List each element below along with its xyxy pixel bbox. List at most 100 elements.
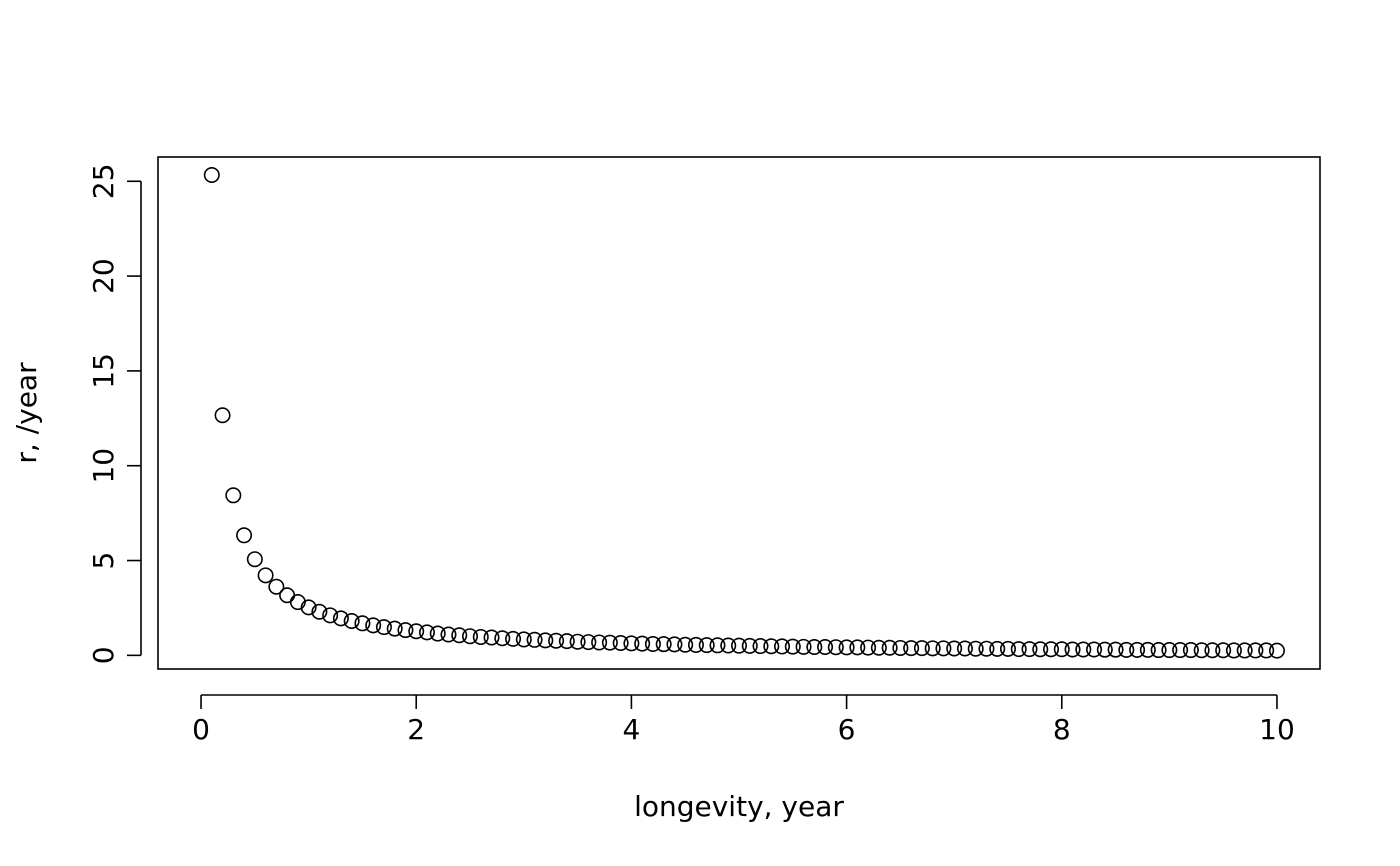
data-point (1236, 642, 1253, 659)
data-point (946, 640, 963, 657)
data-point (741, 637, 758, 654)
x-axis: 0 2 4 6 8 10 (192, 694, 1295, 746)
data-point (956, 640, 973, 657)
y-tick-label: 5 (87, 552, 120, 570)
x-axis-title: longevity, year (634, 790, 844, 823)
data-point (967, 640, 984, 657)
data-point (999, 640, 1016, 657)
data-point (795, 638, 812, 655)
data-point (246, 551, 263, 568)
data-point (1064, 641, 1081, 658)
data-point (429, 625, 446, 642)
y-axis: 0 5 10 15 20 25 (87, 163, 142, 664)
data-point (1053, 641, 1070, 658)
data-point (870, 639, 887, 656)
data-point (784, 638, 801, 655)
data-point (1193, 642, 1210, 659)
x-tick-label: 6 (838, 713, 856, 746)
data-point (892, 639, 909, 656)
data-point (687, 636, 704, 653)
data-point (1204, 642, 1221, 659)
y-tick-label: 25 (87, 163, 120, 199)
y-tick-label: 10 (87, 448, 120, 484)
data-point (322, 607, 339, 624)
data-point (612, 635, 629, 652)
data-point (655, 636, 672, 653)
data-point (1258, 642, 1275, 659)
data-point (268, 578, 285, 595)
data-point (698, 637, 715, 654)
data-point (505, 630, 522, 647)
data-point (1043, 641, 1060, 658)
data-point (634, 635, 651, 652)
data-point (1150, 642, 1167, 659)
y-tick-label: 15 (87, 353, 120, 389)
data-point (860, 639, 877, 656)
data-point (214, 407, 231, 424)
data-point (1075, 641, 1092, 658)
y-tick-label: 0 (87, 646, 120, 664)
data-point (903, 640, 920, 657)
data-point (289, 594, 306, 611)
data-point (720, 637, 737, 654)
data-point (838, 639, 855, 656)
data-point (730, 637, 747, 654)
data-point (827, 639, 844, 656)
data-point (709, 637, 726, 654)
data-point (494, 630, 511, 647)
data-point (989, 640, 1006, 657)
x-tick-label: 2 (407, 713, 425, 746)
data-point (343, 613, 360, 630)
data-point (924, 640, 941, 657)
data-point (225, 487, 242, 504)
data-point (257, 567, 274, 584)
data-point (1021, 641, 1038, 658)
data-point (408, 623, 425, 640)
data-point (515, 631, 532, 648)
data-point (1161, 642, 1178, 659)
data-point (913, 640, 930, 657)
data-point (548, 632, 565, 649)
data-point (1096, 641, 1113, 658)
data-point (644, 635, 661, 652)
x-tick-label: 10 (1259, 713, 1295, 746)
data-point (623, 635, 640, 652)
data-point (462, 628, 479, 645)
data-point (386, 620, 403, 637)
data-point (763, 638, 780, 655)
data-point (935, 640, 952, 657)
data-point (1010, 641, 1027, 658)
data-point (849, 639, 866, 656)
data-point (1182, 642, 1199, 659)
plot-area-frame (157, 156, 1321, 670)
x-tick-label: 4 (622, 713, 640, 746)
data-point (1086, 641, 1103, 658)
data-point (881, 639, 898, 656)
data-point (1215, 642, 1232, 659)
data-point (526, 631, 543, 648)
data-point (806, 639, 823, 656)
data-point (483, 629, 500, 646)
data-point (203, 167, 220, 184)
data-point (1139, 641, 1156, 658)
data-point (1225, 642, 1242, 659)
data-point (397, 622, 414, 639)
data-point (666, 636, 683, 653)
data-point (591, 634, 608, 651)
data-point (365, 617, 382, 634)
data-point (1247, 642, 1264, 659)
data-point (580, 634, 597, 651)
data-point (375, 619, 392, 636)
data-point (1129, 641, 1146, 658)
data-point (311, 603, 328, 620)
y-tick-label: 20 (87, 258, 120, 294)
data-point (451, 627, 468, 644)
data-point (569, 633, 586, 650)
y-axis-title: r, /year (10, 362, 43, 464)
data-point (817, 639, 834, 656)
data-point (332, 610, 349, 627)
data-point (601, 634, 618, 651)
x-tick-label: 8 (1053, 713, 1071, 746)
data-points (203, 167, 1285, 659)
data-point (1107, 641, 1124, 658)
